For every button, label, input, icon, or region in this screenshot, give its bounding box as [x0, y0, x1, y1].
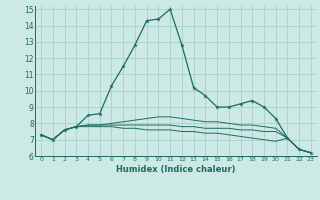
X-axis label: Humidex (Indice chaleur): Humidex (Indice chaleur) — [116, 165, 236, 174]
